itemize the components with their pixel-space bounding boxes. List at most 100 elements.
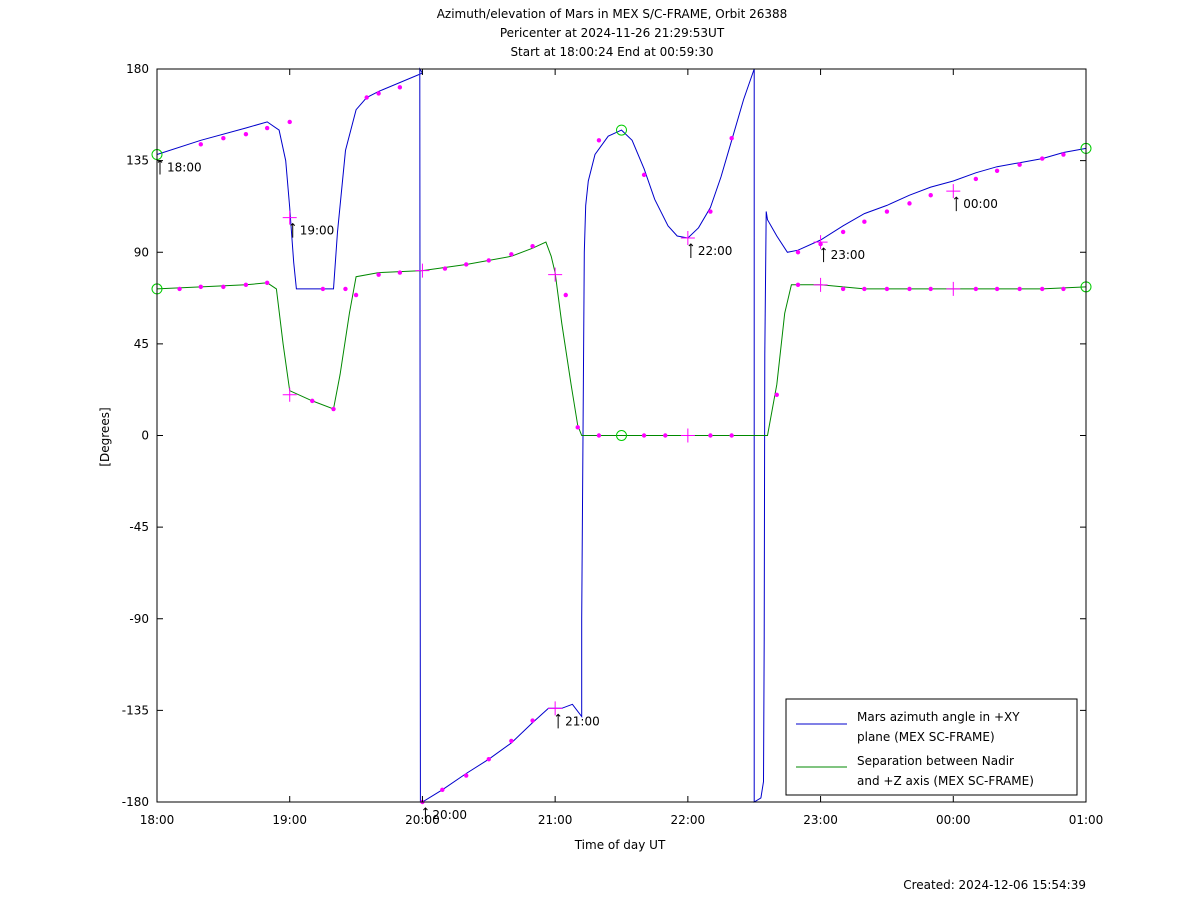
hour-marker (282, 210, 297, 225)
time-label: 22:00 (698, 244, 733, 258)
time-label: 00:00 (963, 197, 998, 211)
data-point (729, 433, 734, 438)
data-point (596, 138, 602, 143)
hour-marker (813, 235, 828, 250)
data-point (596, 433, 602, 438)
data-point (331, 406, 336, 412)
y-tick-label: -135 (122, 703, 149, 717)
data-point (641, 433, 647, 438)
data-point (729, 136, 734, 141)
time-label: 20:00 (432, 808, 467, 822)
data-point (1017, 286, 1022, 292)
data-point (1040, 286, 1045, 292)
data-point (708, 433, 713, 438)
data-point (464, 773, 469, 778)
data-point (530, 243, 535, 249)
y-tick-label: 0 (141, 429, 149, 443)
data-point (198, 142, 203, 147)
data-point (343, 286, 348, 292)
data-point (509, 738, 514, 744)
data-point (364, 95, 369, 100)
created-timestamp: Created: 2024-12-06 15:54:39 (903, 878, 1086, 892)
data-point (243, 282, 249, 288)
hour-marker (680, 428, 695, 443)
data-point (575, 425, 580, 430)
y-tick-label: 180 (126, 62, 149, 76)
data-point (353, 292, 359, 298)
time-label: 23:00 (831, 248, 866, 262)
hour-marker (415, 263, 430, 278)
data-point (884, 286, 890, 292)
data-point (397, 85, 403, 90)
data-point (320, 286, 326, 292)
data-point (973, 286, 979, 292)
time-label-arrow (953, 196, 959, 212)
data-point (840, 229, 846, 235)
data-point (486, 258, 491, 263)
hour-marker (946, 281, 961, 296)
y-tick-label: 45 (134, 337, 149, 351)
data-point (264, 280, 270, 285)
legend-label-separation-line2: and +Z axis (MEX SC-FRAME) (857, 774, 1034, 788)
data-point (198, 284, 203, 290)
data-point (774, 392, 779, 397)
x-tick-label: 00:00 (936, 813, 971, 827)
data-point (1040, 156, 1045, 161)
data-point (509, 252, 514, 257)
data-point (221, 136, 226, 141)
data-point (464, 262, 469, 267)
time-label: 21:00 (565, 714, 600, 728)
series-line (156, 67, 1087, 803)
hour-marker (946, 184, 961, 199)
y-axis-label: [Degrees] (98, 407, 112, 466)
data-point (397, 270, 403, 275)
legend-label-azimuth-line1: Mars azimuth angle in +XY (857, 710, 1020, 724)
hour-marker (680, 230, 695, 245)
chart-subtitle-start-end: Start at 18:00:24 End at 00:59:30 (510, 45, 713, 59)
data-point (907, 286, 912, 292)
legend: Mars azimuth angle in +XY plane (MEX SC-… (785, 698, 1078, 796)
data-point (840, 286, 846, 292)
data-point (928, 286, 933, 292)
data-point (928, 193, 933, 198)
time-label-arrow (555, 713, 561, 729)
data-point (1017, 162, 1022, 167)
chart-title: Azimuth/elevation of Mars in MEX S/C-FRA… (437, 7, 788, 21)
data-point (862, 219, 867, 224)
y-tick-label: -90 (129, 612, 149, 626)
hour-marker (813, 277, 828, 292)
data-point (376, 272, 381, 277)
data-point (376, 91, 381, 96)
event-marker (616, 124, 627, 136)
data-point (884, 209, 890, 214)
time-label: 19:00 (300, 224, 335, 238)
data-point (440, 787, 445, 792)
data-point (907, 201, 912, 206)
chart-subtitle-pericenter: Pericenter at 2024-11-26 21:29:53UT (500, 26, 725, 40)
time-label-arrow (423, 807, 428, 822)
data-point (795, 250, 801, 255)
x-tick-label: 01:00 (1069, 813, 1104, 827)
time-label-arrow (821, 247, 826, 263)
data-point (663, 433, 668, 438)
x-tick-label: 19:00 (272, 813, 307, 827)
data-point (862, 286, 867, 292)
data-point (563, 292, 568, 298)
series-1 (151, 241, 1092, 443)
x-axis: 18:00 19:00 20:00 21:00 22:00 23:00 00:00 01:00 (140, 69, 1104, 827)
time-label-arrow (157, 159, 163, 175)
event-marker (616, 430, 627, 441)
data-point (994, 286, 1000, 292)
data-point (795, 282, 801, 288)
hour-marker (548, 701, 563, 716)
data-point (530, 718, 535, 723)
y-axis: 180 135 90 45 0 -45 -90 -135 -180 (122, 62, 1086, 809)
series-layer: 18:00 19:00 20:00 21:00 22:00 23:00 00:00 (151, 67, 1092, 822)
data-point (442, 266, 448, 271)
x-tick-label: 21:00 (538, 813, 573, 827)
data-point (310, 398, 315, 404)
hour-marker (548, 267, 563, 282)
y-tick-label: -45 (129, 520, 149, 534)
time-label-arrow (688, 243, 694, 258)
